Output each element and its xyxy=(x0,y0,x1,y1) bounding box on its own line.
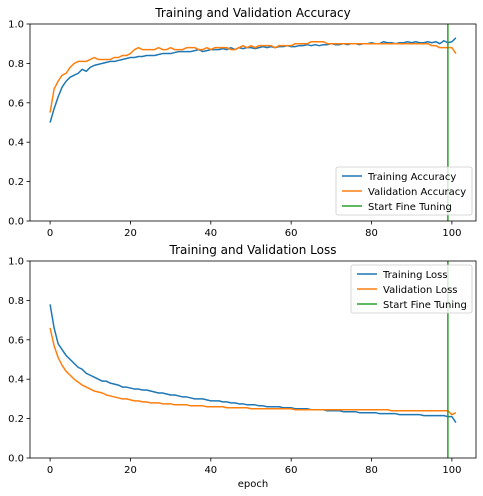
accuracy-legend-box xyxy=(335,166,473,216)
accuracy-chart-title: Training and Validation Accuracy xyxy=(154,6,350,20)
accuracy-x-tick-label: 20 xyxy=(124,228,137,239)
loss-x-axis-label: epoch xyxy=(238,479,268,490)
loss-y-tick-label: 0.4 xyxy=(8,375,24,386)
accuracy-y-tick-label: 0.4 xyxy=(8,138,24,149)
loss-x-tick-label: 40 xyxy=(204,465,217,476)
accuracy-x-tick-label: 0 xyxy=(47,228,53,239)
loss-legend-validation-label: Validation Loss xyxy=(383,285,458,296)
loss-legend-finetune-label: Start Fine Tuning xyxy=(383,300,467,311)
loss-legend: Training Loss Validation Loss Start Fine… xyxy=(350,264,473,314)
accuracy-y-tick-label: 0.0 xyxy=(8,217,24,228)
accuracy-x-tick-label: 100 xyxy=(442,228,461,239)
loss-series-training-line xyxy=(49,304,457,423)
accuracy-y-tick-label: 0.8 xyxy=(8,59,24,70)
loss-y-tick-label: 0.6 xyxy=(8,335,24,346)
accuracy-legend-finetune-label: Start Fine Tuning xyxy=(368,202,452,213)
accuracy-chart: Training and Validation Accuracy 0 20 40 60… xyxy=(8,6,477,239)
loss-y-tick-label: 0.8 xyxy=(8,296,24,307)
accuracy-plot-frame xyxy=(29,23,477,222)
loss-x-tick-label: 80 xyxy=(365,465,378,476)
loss-legend-box xyxy=(350,264,473,314)
loss-x-tick-label: 20 xyxy=(124,465,137,476)
accuracy-legend: Training Accuracy Validation Accuracy St… xyxy=(335,166,473,216)
accuracy-legend-validation-label: Validation Accuracy xyxy=(368,187,466,198)
loss-legend-training-label: Training Loss xyxy=(382,270,448,281)
loss-plot-frame xyxy=(29,260,477,459)
accuracy-y-tick-label: 1.0 xyxy=(8,20,24,31)
accuracy-x-tick-label: 40 xyxy=(204,228,217,239)
loss-x-ticks: 0 20 40 60 80 100 xyxy=(47,458,461,476)
accuracy-legend-training-label: Training Accuracy xyxy=(367,172,456,183)
accuracy-series-validation-line xyxy=(49,40,457,113)
loss-x-tick-label: 100 xyxy=(442,465,461,476)
accuracy-y-tick-label: 0.2 xyxy=(8,177,24,188)
loss-y-ticks: 0.0 0.2 0.4 0.6 0.8 1.0 xyxy=(8,257,30,465)
loss-chart-title: Training and Validation Loss xyxy=(169,243,337,257)
loss-chart: Training and Validation Loss 0 20 40 60 80 10… xyxy=(8,243,477,490)
loss-x-tick-label: 0 xyxy=(47,465,53,476)
loss-y-tick-label: 0.2 xyxy=(8,414,24,425)
loss-y-tick-label: 1.0 xyxy=(8,257,24,268)
loss-x-tick-label: 60 xyxy=(285,465,298,476)
accuracy-x-ticks: 0 20 40 60 80 100 xyxy=(47,221,461,239)
accuracy-x-tick-label: 80 xyxy=(365,228,378,239)
accuracy-y-tick-label: 0.6 xyxy=(8,98,24,109)
accuracy-y-ticks: 0.0 0.2 0.4 0.6 0.8 1.0 xyxy=(8,20,30,228)
loss-y-tick-label: 0.0 xyxy=(8,454,24,465)
accuracy-x-tick-label: 60 xyxy=(285,228,298,239)
accuracy-series-training-line xyxy=(49,37,457,123)
loss-series-validation-line xyxy=(49,327,457,416)
